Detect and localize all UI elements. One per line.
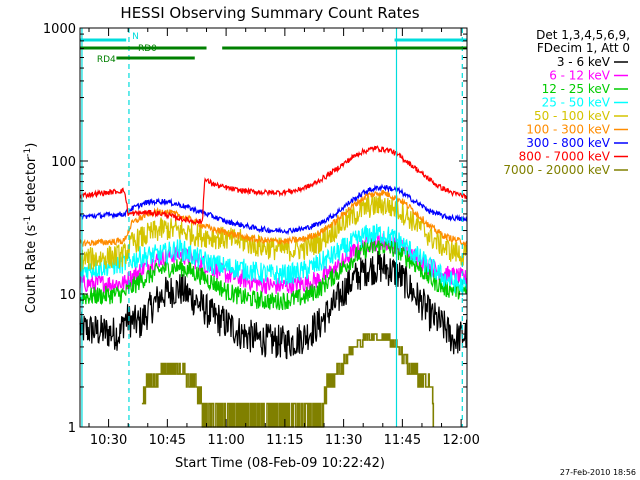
series-layer [79,145,468,428]
x-tick-label-0: 10:30 [90,433,127,448]
legend-label-7: 800 - 7000 keV [519,150,611,164]
y-axis-label-end: ) [24,143,39,148]
legend-label-2: 12 - 25 keV [542,82,611,96]
series-line-6 [79,183,468,236]
plot-frame [79,27,468,428]
y-axis-label-sup1: -1 [23,216,33,225]
series-line-4 [79,194,468,272]
flag-label-0: N [132,32,139,42]
legend-header-2: FDecim 1, Att 0 [537,41,630,55]
series-line-2 [79,238,468,311]
x-tick-label-2: 11:00 [207,433,244,448]
y-tick-label-0: 1 [68,421,76,436]
legend-label-5: 100 - 300 keV [526,123,610,137]
x-tick-label-6: 12:00 [442,433,479,448]
x-tick-label-3: 11:15 [266,433,303,448]
x-tick-label-5: 11:45 [384,433,421,448]
flag-label-2: RD4 [97,55,116,65]
y-axis-label-mid: detector [24,156,39,216]
x-tick-label-4: 11:30 [325,433,362,448]
legend-label-1: 6 - 12 keV [549,69,611,83]
legend-label-8: 7000 - 20000 keV [503,163,610,177]
y-tick-label-1: 10 [59,288,76,303]
y-axis-label-main: Count Rate (s [24,225,39,314]
y-tick-label-3: 1000 [43,22,76,37]
y-axis-label-sup2: -1 [23,148,33,157]
y-axis-label: Count Rate (s-1 detector-1) [23,143,39,314]
legend-label-4: 50 - 100 keV [534,109,611,123]
chart-title: HESSI Observing Summary Count Rates [120,4,419,22]
y-axis: 1 10 100 1000 [43,22,467,436]
series-line-5 [79,189,468,248]
vline-layer [81,28,463,427]
x-axis: 10:30 10:45 11:00 11:15 11:30 11:45 12:00 [88,28,480,448]
legend: Det 1,3,4,5,6,9, FDecim 1, Att 0 3 - 6 k… [503,28,630,177]
timestamp: 27-Feb-2010 18:56 [560,468,636,477]
legend-label-3: 25 - 50 keV [542,96,611,110]
flag-layer: N RD0 RD4 [80,32,467,65]
legend-label-0: 3 - 6 keV [557,55,611,69]
x-tick-label-1: 10:45 [149,433,186,448]
y-tick-label-2: 100 [51,155,76,170]
legend-label-6: 300 - 800 keV [526,136,610,150]
legend-header-1: Det 1,3,4,5,6,9, [536,28,630,42]
series-line-3 [79,223,468,297]
series-line-0 [79,250,468,360]
x-axis-label: Start Time (08-Feb-09 10:22:42) [175,456,385,471]
series-line-8 [141,333,435,428]
flag-label-1: RD0 [138,44,157,54]
series-line-7 [79,145,468,226]
